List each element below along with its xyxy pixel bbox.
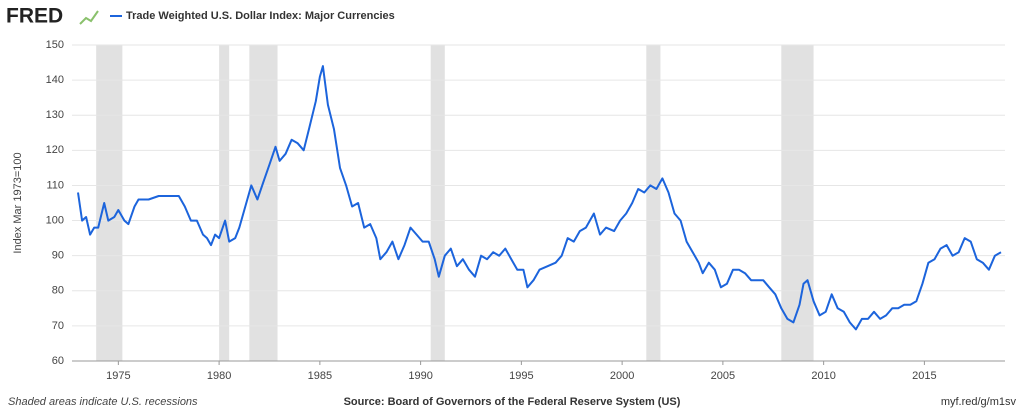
y-tick-label: 70 xyxy=(52,320,64,332)
logo[interactable]: FRED xyxy=(6,5,63,28)
recession-band xyxy=(96,45,123,361)
y-axis-label: Index Mar 1973=100 xyxy=(12,152,24,253)
x-tick-label: 1980 xyxy=(207,370,231,382)
x-tick-label: 1995 xyxy=(509,370,533,382)
data-line xyxy=(77,65,1002,331)
source: Source: Board of Governors of the Federa… xyxy=(344,396,681,408)
y-tick-label: 80 xyxy=(52,285,64,297)
x-tick-label: 2010 xyxy=(811,370,835,382)
recession-band xyxy=(249,45,278,361)
x-tick-label: 2005 xyxy=(711,370,735,382)
y-tick-label: 120 xyxy=(46,144,64,156)
logo-icon xyxy=(79,10,99,25)
y-tick-label: 140 xyxy=(46,74,64,86)
x-tick-label: 2015 xyxy=(912,370,936,382)
recession-band xyxy=(430,45,445,361)
recession-band xyxy=(219,45,230,361)
link[interactable]: myf.red/g/m1sv xyxy=(941,396,1017,408)
y-tick-label: 150 xyxy=(46,39,64,51)
x-tick-label: 1990 xyxy=(408,370,432,382)
y-tick-label: 90 xyxy=(52,250,64,262)
y-tick-label: 130 xyxy=(46,109,64,121)
y-tick-label: 100 xyxy=(46,214,64,226)
recession-band xyxy=(646,45,661,361)
x-tick-label: 2000 xyxy=(610,370,634,382)
y-tick-label: 60 xyxy=(52,355,64,367)
x-tick-label: 1975 xyxy=(106,370,130,382)
y-tick-label: 110 xyxy=(46,179,64,191)
x-tick-label: 1985 xyxy=(308,370,332,382)
recession-note: Shaded areas indicate U.S. recessions xyxy=(8,396,198,408)
legend-label: Trade Weighted U.S. Dollar Index: Major … xyxy=(126,10,395,22)
